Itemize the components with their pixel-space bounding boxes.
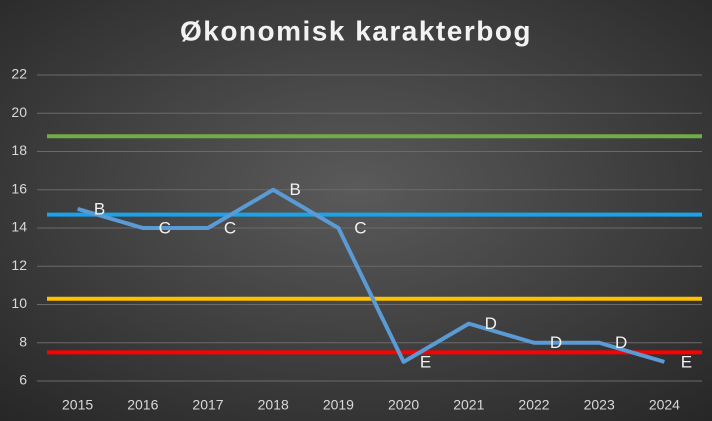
y-tick-label: 20: [11, 104, 27, 120]
x-tick-label: 2022: [518, 397, 549, 413]
data-label: D: [485, 314, 497, 333]
y-tick-label: 16: [11, 180, 27, 196]
data-label: B: [94, 199, 105, 218]
x-tick-label: 2016: [127, 397, 158, 413]
x-tick-label: 2020: [388, 397, 419, 413]
x-tick-label: 2021: [453, 397, 484, 413]
y-tick-label: 22: [11, 66, 27, 82]
y-tick-label: 6: [19, 372, 27, 388]
x-tick-label: 2019: [323, 397, 354, 413]
data-label: E: [420, 352, 431, 371]
data-label: C: [354, 218, 366, 237]
data-label: B: [290, 180, 301, 199]
data-label: D: [615, 333, 627, 352]
x-tick-label: 2023: [584, 397, 615, 413]
y-tick-label: 10: [11, 295, 27, 311]
data-line: [77, 187, 665, 364]
x-tick-label: 2024: [649, 397, 680, 413]
x-tick-label: 2015: [62, 397, 93, 413]
y-tick-label: 12: [11, 257, 27, 273]
data-label: C: [159, 218, 171, 237]
data-label: D: [550, 333, 562, 352]
x-tick-label: 2018: [258, 397, 289, 413]
y-tick-label: 8: [19, 333, 27, 349]
data-label: E: [681, 352, 692, 371]
y-tick-label: 18: [11, 142, 27, 158]
x-tick-label: 2017: [192, 397, 223, 413]
chart-title: Økonomisk karakterbog: [180, 15, 532, 46]
data-label: C: [224, 218, 236, 237]
y-tick-label: 14: [11, 219, 27, 235]
